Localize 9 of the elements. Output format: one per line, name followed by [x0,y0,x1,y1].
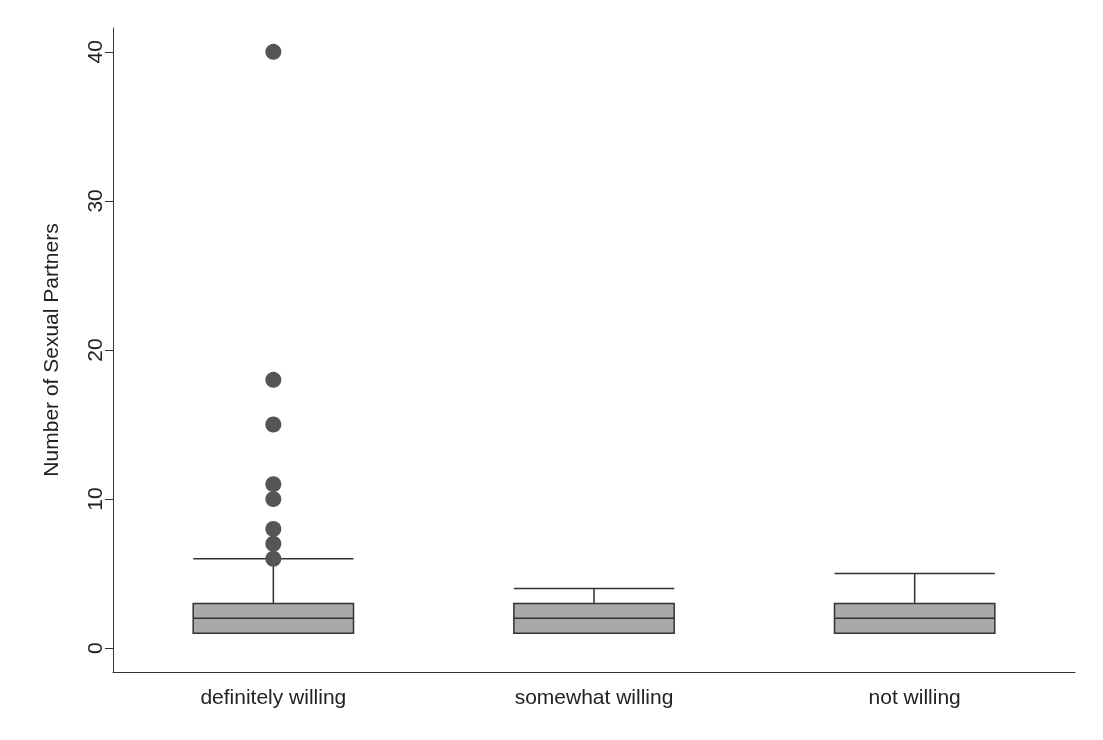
x-tick-label: somewhat willing [514,685,674,708]
y-tick-label: 30 [83,189,106,213]
y-tick-label: 10 [83,487,106,511]
y-tick-label: 20 [83,338,106,362]
x-tick-label: definitely willing [200,685,347,708]
x-tick-label: not willing [868,685,961,708]
y-tick-label: 40 [83,40,106,64]
y-axis-title: Number of Sexual Partners [39,223,62,477]
y-tick-label: 0 [83,642,106,654]
